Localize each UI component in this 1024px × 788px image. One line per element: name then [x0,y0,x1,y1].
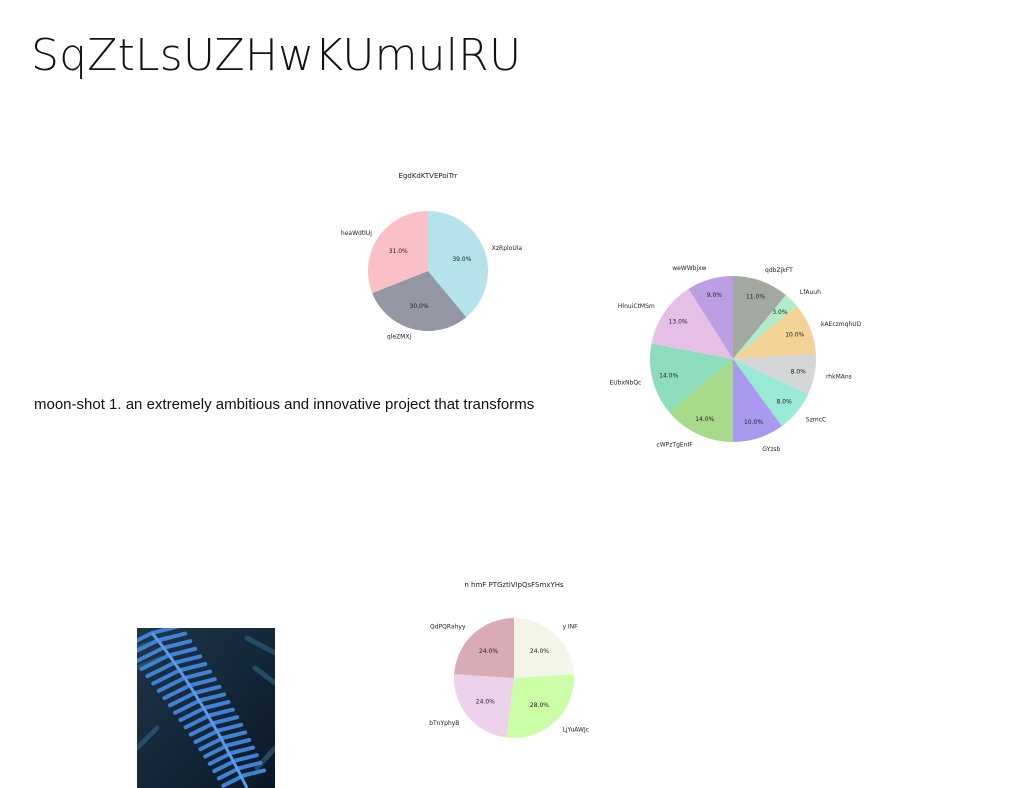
fern-leaf-image [137,628,275,788]
pie-slice [368,211,428,294]
slice-category-label: y INF [562,623,578,630]
pie-slice [733,276,786,359]
slice-percent-label: 8.0% [777,398,793,405]
caption-text: moon-shot 1. an extremely ambitious and … [34,396,535,413]
slice-category-label: bTnYphyB [429,720,459,727]
pie-slice [372,271,467,331]
slice-percent-label: 8.0% [791,368,807,375]
slice-category-label: XzRploUla [492,245,523,252]
pie-chart-2: 11.0% qdbZjkFT 3.0% LfAuuh 10.0% kAEczmqhUD 8.… [609,262,861,458]
pie-slice [733,306,816,359]
slice-percent-label: 11.0% [746,294,765,301]
slice-category-label: kAEczmqhUD [821,321,862,328]
slice-percent-label: 24.0% [476,699,495,706]
pie-slice [688,276,733,359]
pie-slice [651,288,733,359]
pie-chart-1-svg: EgdKdKTVEPoiTrr 39.0% XzRploUla 30.0% qleZMX… [341,172,523,341]
pie-slice [514,618,574,678]
slice-percent-label: 28.0% [530,702,549,709]
slice-category-label: GYzsb [762,446,780,453]
pie-slice [733,295,797,359]
slice-category-label: QdPQRahyy [430,623,466,630]
pie-slice [454,674,514,738]
slice-percent-label: 14.0% [695,416,714,423]
chart-title: n hmF PTGztiVlpQsFSmxYHs [464,581,564,589]
pie-chart-3-svg: n hmF PTGztiVlpQsFSmxYHs 24.0% y INF 28.0% L… [429,581,589,738]
slice-category-label: qdbZjkFT [765,267,793,274]
slice-percent-label: 14.0% [659,373,678,380]
pie-chart-1: EgdKdKTVEPoiTrr 39.0% XzRploUla 30.0% qleZMX… [338,166,523,381]
pie-slice [733,353,816,395]
pie-slice [454,618,514,678]
fern-photo [137,628,275,788]
slice-category-label: LjYuAWJc [562,727,589,734]
slice-percent-label: 10.0% [785,332,804,339]
slice-percent-label: 3.0% [772,309,788,316]
page-title: SqZtLsUZHwKUmulRU [31,30,522,81]
chart-title: EgdKdKTVEPoiTrr [399,172,458,180]
slice-category-label: SzmcC [806,416,826,423]
pie-slice [506,674,574,738]
pie-slice [428,211,488,318]
pie-slice [733,359,809,427]
slice-percent-label: 24.0% [530,648,549,655]
slice-category-label: HlnuiCtMSm [618,303,655,310]
pie-chart-2-svg: 11.0% qdbZjkFT 3.0% LfAuuh 10.0% kAEczmqhUD 8.… [609,265,861,453]
slice-category-label: EUbxNbQc [609,380,641,387]
slice-percent-label: 9.0% [707,292,723,299]
pie-slice [650,343,733,412]
slice-category-label: cWPzTgEnIF [656,442,693,449]
slice-category-label: LfAuuh [800,289,821,296]
slice-percent-label: 39.0% [452,256,471,263]
pie-chart-3: n hmF PTGztiVlpQsFSmxYHs 24.0% y INF 28.0% L… [420,574,608,788]
pie-slice [733,359,782,442]
slice-percent-label: 13.0% [669,319,688,326]
slice-percent-label: 31.0% [389,248,408,255]
pie-slice [669,359,733,442]
slice-category-label: weWWbjxw [672,265,706,272]
slice-category-label: heaWdtlUj [341,230,372,237]
slice-percent-label: 24.0% [479,648,498,655]
slice-category-label: rhkMAns [826,374,852,381]
slice-category-label: qleZMXj [387,334,412,341]
slice-percent-label: 30.0% [410,303,429,310]
slice-percent-label: 10.0% [744,419,763,426]
